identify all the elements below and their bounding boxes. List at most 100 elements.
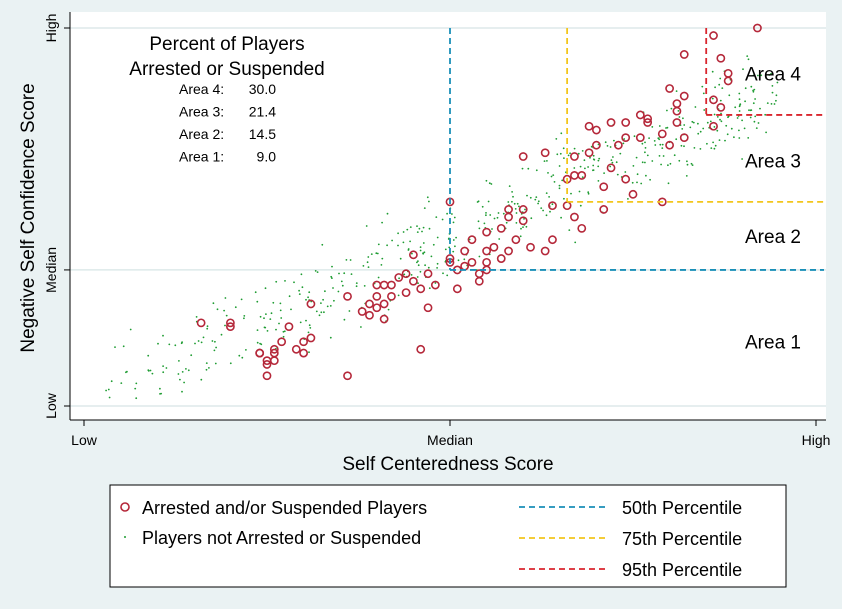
- not-arrested-point: [387, 308, 390, 311]
- not-arrested-point: [157, 342, 159, 345]
- not-arrested-point: [256, 329, 259, 331]
- inset-row-value: 14.5: [249, 126, 276, 142]
- not-arrested-point: [323, 311, 325, 314]
- arrested-point: [753, 23, 762, 33]
- not-arrested-point: [441, 218, 444, 221]
- not-arrested-point: [775, 94, 778, 97]
- arrested-point: [577, 171, 587, 180]
- not-arrested-point: [681, 127, 684, 130]
- not-arrested-point: [348, 310, 351, 312]
- not-arrested-point: [589, 156, 591, 159]
- not-arrested-point: [451, 213, 453, 215]
- not-arrested-point: [675, 90, 678, 92]
- legend-percentile-label: 75th Percentile: [622, 529, 742, 549]
- legend-not-arrested-label: Players not Arrested or Suspended: [142, 528, 421, 548]
- not-arrested-point: [446, 212, 448, 215]
- not-arrested-point: [518, 205, 520, 208]
- not-arrested-point: [616, 173, 619, 176]
- not-arrested-point: [135, 397, 138, 400]
- arrested-point: [621, 174, 631, 184]
- arrested-point: [584, 121, 594, 131]
- not-arrested-point: [747, 137, 750, 139]
- not-arrested-point: [272, 301, 275, 304]
- arrested-point: [482, 246, 491, 256]
- not-arrested-point: [162, 365, 165, 367]
- not-arrested-point: [428, 287, 431, 290]
- not-arrested-point: [719, 77, 722, 80]
- not-arrested-point: [613, 139, 615, 142]
- arrested-point: [613, 140, 623, 150]
- not-arrested-point: [417, 260, 419, 262]
- not-arrested-point: [718, 139, 721, 142]
- not-arrested-point: [360, 326, 362, 328]
- not-arrested-point: [703, 109, 706, 111]
- not-arrested-point: [753, 88, 756, 91]
- not-arrested-point: [573, 167, 576, 169]
- not-arrested-point: [651, 126, 654, 128]
- not-arrested-point: [706, 121, 709, 124]
- not-arrested-point: [432, 243, 435, 246]
- not-arrested-point: [667, 182, 670, 185]
- not-arrested-point: [409, 240, 411, 243]
- arrested-point: [570, 152, 579, 161]
- not-arrested-point: [279, 302, 282, 305]
- not-arrested-point: [424, 264, 426, 267]
- not-arrested-point: [718, 83, 721, 86]
- not-arrested-point: [147, 369, 150, 371]
- not-arrested-point: [691, 164, 694, 167]
- not-arrested-point: [645, 174, 647, 177]
- not-arrested-point: [376, 252, 379, 255]
- not-arrested-point: [654, 144, 657, 146]
- arrested-point: [504, 246, 513, 256]
- not-arrested-point: [305, 319, 307, 322]
- arrested-point: [365, 310, 374, 320]
- not-arrested-point: [659, 143, 662, 146]
- not-arrested-point: [697, 132, 700, 135]
- arrested-point: [372, 303, 382, 313]
- not-arrested-point: [752, 90, 755, 93]
- not-arrested-point: [714, 144, 717, 147]
- not-arrested-point: [530, 217, 533, 220]
- not-arrested-point: [355, 282, 358, 284]
- arrested-point: [570, 212, 579, 222]
- not-arrested-point: [275, 280, 278, 283]
- not-arrested-point: [776, 81, 779, 84]
- axes: Low Median High Low Median High: [43, 12, 830, 448]
- not-arrested-point: [727, 116, 729, 119]
- not-arrested-point: [646, 154, 649, 157]
- not-arrested-point: [278, 322, 280, 325]
- not-arrested-point: [724, 139, 726, 142]
- not-arrested-point: [444, 248, 447, 251]
- not-arrested-point: [604, 141, 607, 144]
- not-arrested-point: [689, 126, 692, 129]
- not-arrested-point: [399, 257, 402, 260]
- not-arrested-point: [293, 281, 295, 284]
- not-arrested-point: [741, 158, 743, 160]
- arrested-point: [379, 299, 389, 309]
- arrested-point: [621, 118, 631, 127]
- arrested-point: [225, 322, 235, 332]
- not-arrested-point: [298, 289, 300, 292]
- not-arrested-point: [547, 172, 549, 174]
- legend-box: [109, 484, 787, 588]
- not-arrested-point: [436, 236, 439, 239]
- not-arrested-point: [179, 378, 181, 381]
- not-arrested-point: [665, 127, 667, 129]
- not-arrested-point: [713, 126, 716, 128]
- not-arrested-point: [505, 221, 508, 224]
- not-arrested-point: [598, 157, 601, 160]
- arrested-point: [592, 140, 601, 150]
- not-arrested-point: [610, 159, 613, 162]
- not-arrested-point: [746, 55, 749, 57]
- not-arrested-point: [514, 208, 517, 210]
- not-arrested-point: [755, 127, 758, 129]
- not-arrested-point: [662, 155, 665, 157]
- not-arrested-point: [282, 330, 285, 333]
- not-arrested-point: [190, 354, 193, 357]
- not-arrested-point: [640, 182, 643, 185]
- not-arrested-point: [534, 198, 537, 201]
- not-arrested-point: [558, 187, 561, 190]
- not-arrested-point: [343, 318, 346, 321]
- not-arrested-point: [555, 138, 558, 140]
- not-arrested-point: [301, 286, 304, 289]
